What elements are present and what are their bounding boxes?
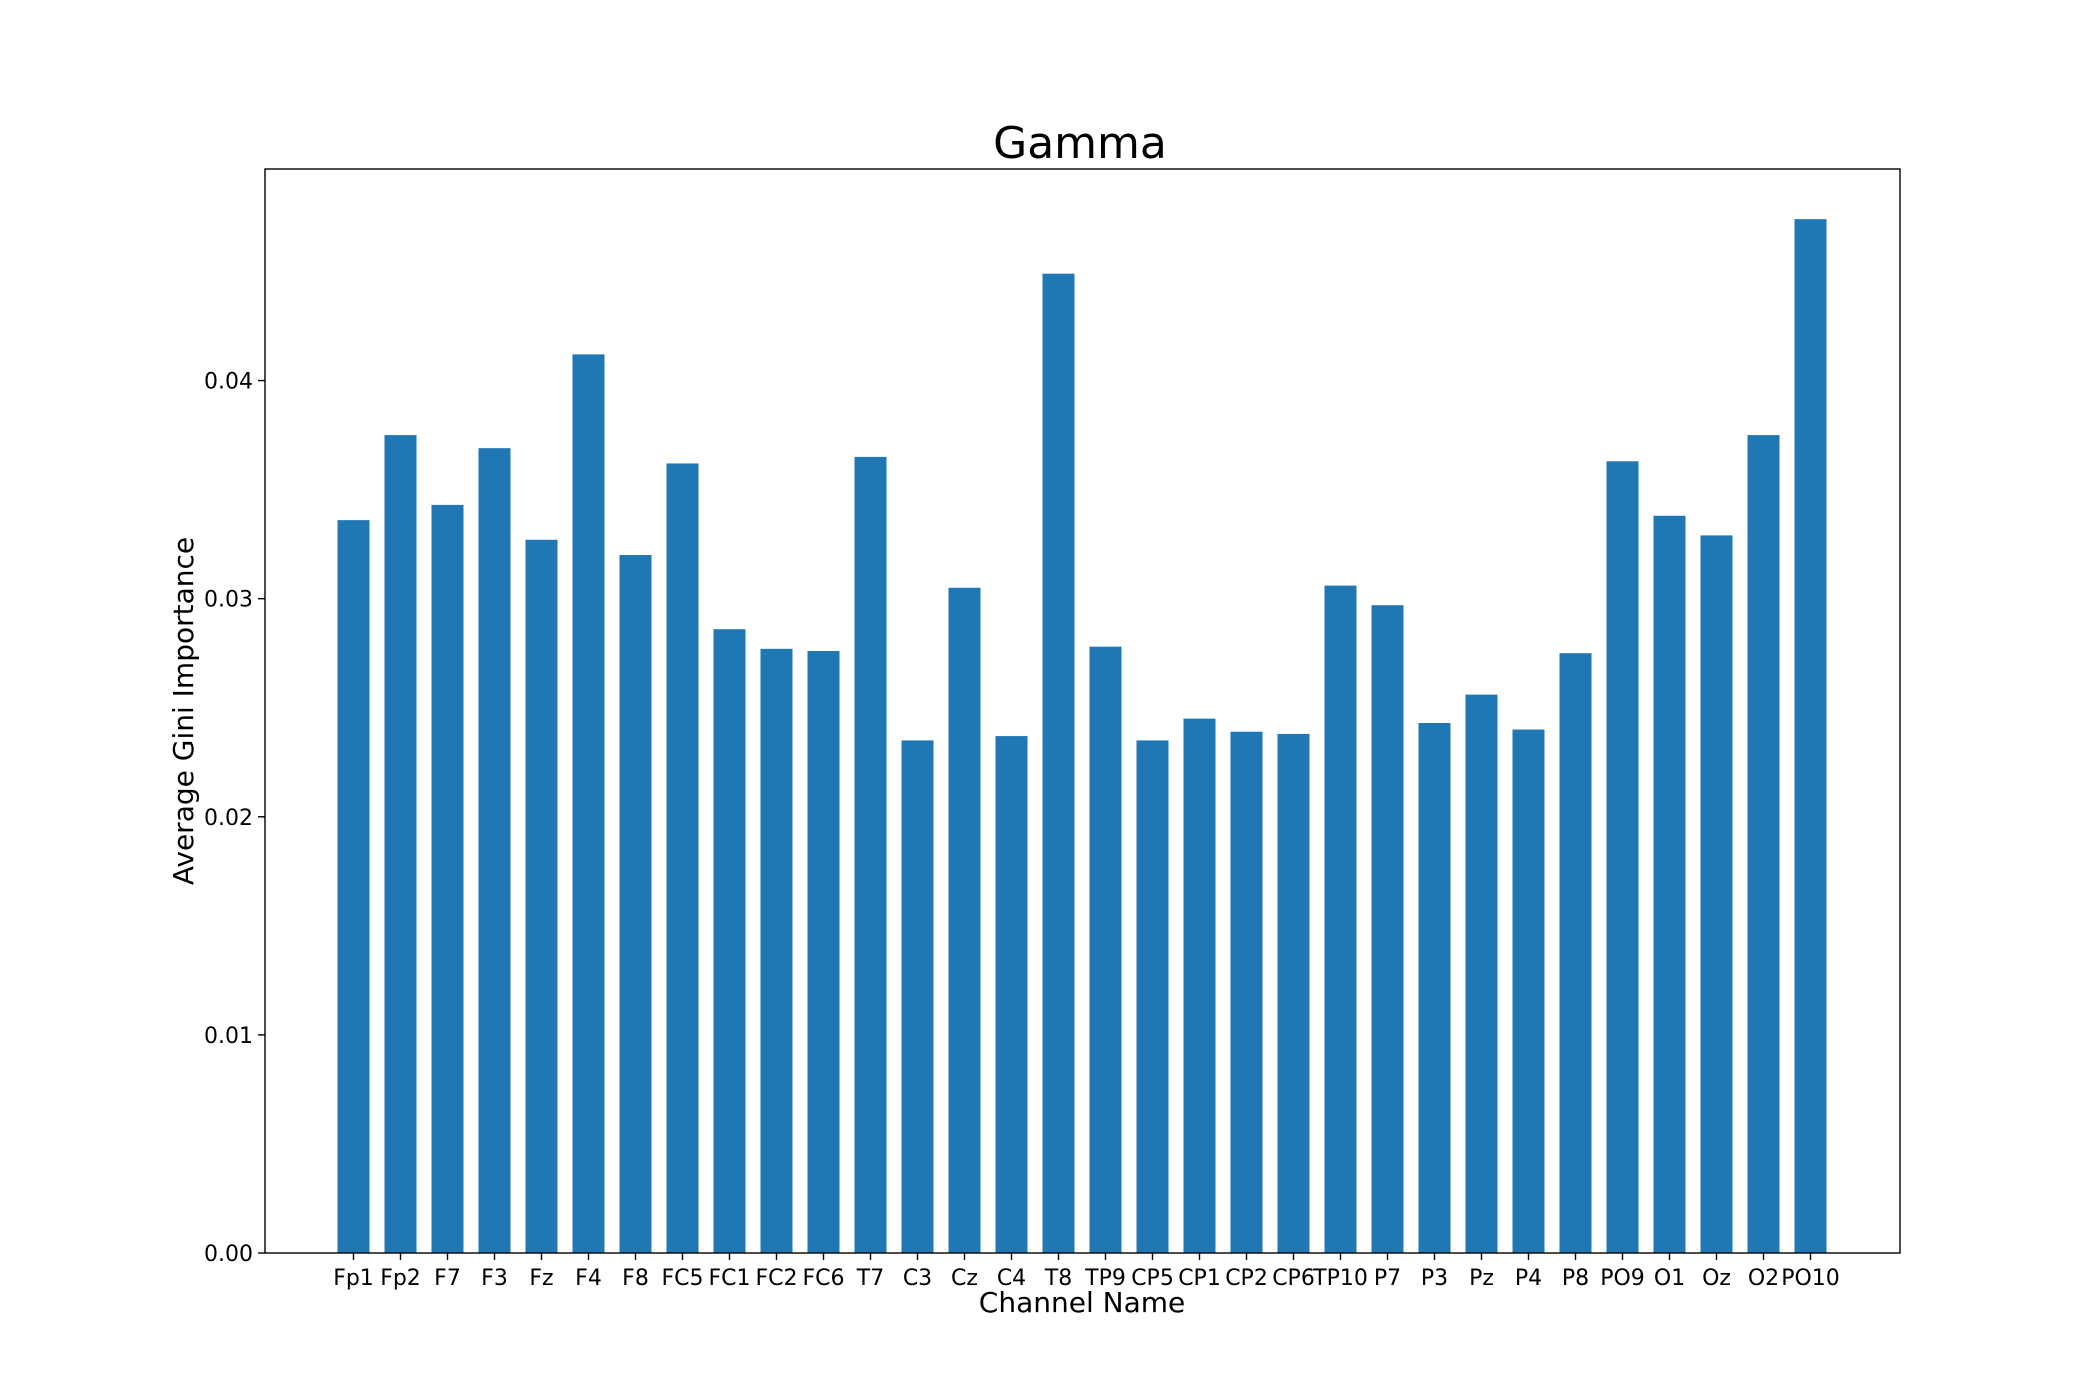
bar-oz: [1700, 535, 1733, 1253]
bar-cp6: [1277, 733, 1310, 1253]
x-tick-label: CP6: [1272, 1266, 1315, 1291]
x-tick-label: P3: [1421, 1266, 1448, 1291]
y-tick-label: 0.04: [204, 370, 253, 395]
x-axis-ticks: Fp1 Fp2 F7 F3 Fz F4 F8 FC5 FC1 FC2 FC6 T7 C3 Cz C4 T8 TP…: [333, 1253, 1840, 1291]
bar-pz: [1465, 694, 1498, 1253]
x-tick-label: Oz: [1702, 1266, 1731, 1291]
x-tick-label: Fz: [529, 1266, 553, 1291]
y-tick-label: 0.01: [204, 1024, 253, 1049]
x-tick-label: Cz: [951, 1266, 978, 1291]
x-tick-label: CP1: [1178, 1266, 1221, 1291]
x-tick-label: T7: [856, 1266, 884, 1291]
x-axis-label: Channel Name: [979, 1286, 1185, 1319]
x-tick-label: T8: [1044, 1266, 1072, 1291]
bar-o1: [1653, 515, 1686, 1253]
bar-p8: [1559, 653, 1592, 1253]
bar-fz: [525, 539, 558, 1253]
x-tick-label: F8: [622, 1266, 649, 1291]
y-tick-label: 0.02: [204, 806, 253, 831]
bar-c4: [995, 736, 1028, 1253]
bars-group: [337, 219, 1827, 1254]
bar-o2: [1747, 435, 1780, 1254]
bar-p7: [1371, 605, 1404, 1253]
x-tick-label: FC5: [661, 1266, 703, 1291]
x-tick-label: P4: [1515, 1266, 1542, 1291]
x-tick-label: F3: [481, 1266, 508, 1291]
x-tick-label: FC2: [755, 1266, 797, 1291]
bar-t7: [854, 456, 887, 1253]
x-tick-label: O1: [1654, 1266, 1685, 1291]
bar-p3: [1418, 723, 1451, 1253]
x-tick-label: C4: [997, 1266, 1026, 1291]
bar-fc1: [713, 629, 746, 1253]
bar-f7: [431, 504, 464, 1253]
bar-tp10: [1324, 585, 1357, 1253]
x-tick-label: Fp2: [380, 1266, 421, 1291]
x-tick-label: PO9: [1600, 1266, 1645, 1291]
bar-cp1: [1183, 718, 1216, 1253]
x-tick-label: F7: [434, 1266, 461, 1291]
x-tick-label: C3: [903, 1266, 932, 1291]
x-tick-label: Pz: [1469, 1266, 1494, 1291]
bar-po10: [1794, 219, 1827, 1253]
x-tick-label: F4: [575, 1266, 602, 1291]
y-axis-label: Average Gini Importance: [167, 537, 200, 885]
x-tick-label: CP2: [1225, 1266, 1268, 1291]
bar-cz: [948, 587, 981, 1253]
bar-f3: [478, 448, 511, 1253]
x-tick-label: TP10: [1312, 1266, 1368, 1291]
plot-frame: [264, 168, 1901, 1254]
bar-f8: [619, 555, 652, 1253]
bar-po9: [1606, 461, 1639, 1253]
bar-fc5: [666, 463, 699, 1253]
y-axis-ticks: 0.00 0.01 0.02 0.03 0.04: [204, 370, 265, 1267]
y-tick-label: 0.03: [204, 588, 253, 613]
bar-f4: [572, 354, 605, 1253]
bar-p4: [1512, 729, 1545, 1253]
bar-fp1: [337, 520, 370, 1253]
bar-c3: [901, 740, 934, 1253]
x-tick-label: FC1: [708, 1266, 750, 1291]
x-tick-label: O2: [1748, 1266, 1779, 1291]
x-tick-label: CP5: [1131, 1266, 1174, 1291]
bar-tp9: [1089, 646, 1122, 1253]
bar-fc2: [760, 648, 793, 1253]
x-tick-label: Fp1: [333, 1266, 374, 1291]
bar-t8: [1042, 273, 1075, 1253]
y-tick-label: 0.00: [204, 1242, 253, 1267]
x-tick-label: P8: [1562, 1266, 1589, 1291]
x-tick-label: TP9: [1084, 1266, 1126, 1291]
bar-fp2: [384, 435, 417, 1254]
bar-fc6: [807, 651, 840, 1253]
x-tick-label: FC6: [802, 1266, 844, 1291]
x-tick-label: P7: [1374, 1266, 1401, 1291]
chart-title: Gamma: [993, 118, 1167, 169]
x-tick-label: PO10: [1781, 1266, 1840, 1291]
bar-cp2: [1230, 731, 1263, 1253]
bar-cp5: [1136, 740, 1169, 1253]
